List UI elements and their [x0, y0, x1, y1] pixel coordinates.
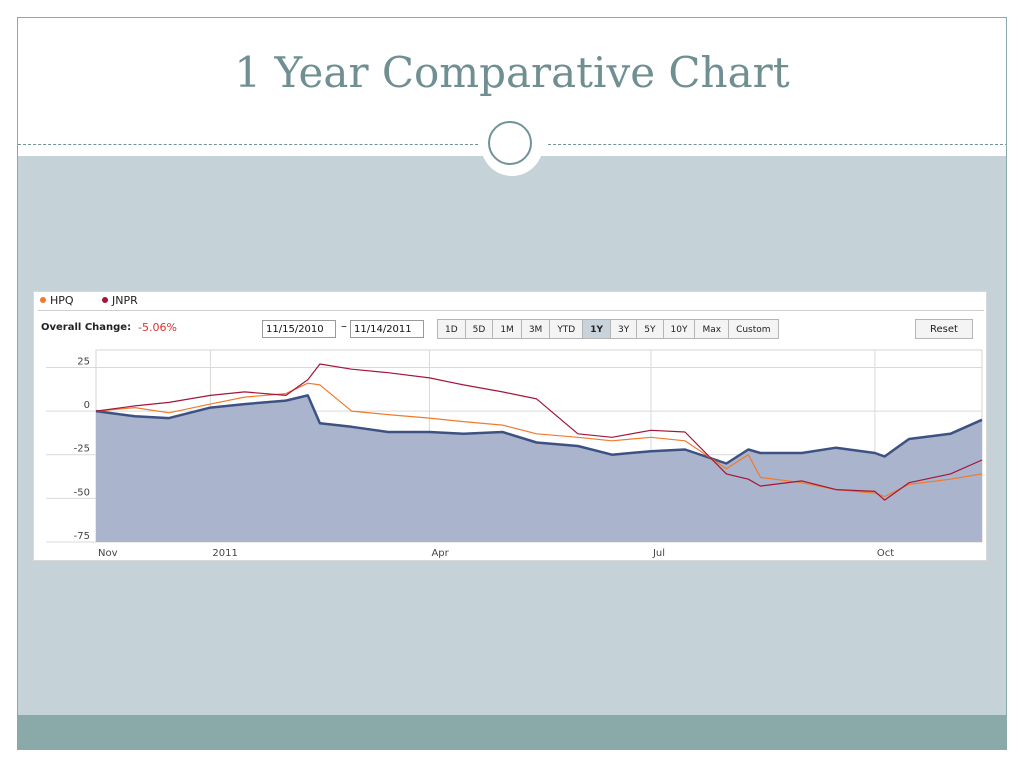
- y-tick-label: -75: [74, 531, 90, 542]
- y-tick-label: -25: [74, 444, 90, 455]
- legend-divider: [38, 310, 984, 311]
- series-line-base: [95, 394, 983, 465]
- title-divider-left: [18, 144, 478, 145]
- date-to-input[interactable]: 11/14/2011: [350, 320, 424, 338]
- series-line-hpq: [95, 382, 983, 498]
- x-tick-label: Oct: [877, 548, 894, 559]
- line-chart-plot: 25 0 -25 -50 -75 Nov 2011 Apr Jul Oct: [46, 349, 983, 559]
- divider-circle-ornament: [488, 121, 532, 165]
- x-tick-label: Nov: [98, 548, 118, 559]
- range-button-custom[interactable]: Custom: [728, 319, 779, 339]
- x-tick-label: 2011: [212, 548, 237, 559]
- overall-change-value: -5.06%: [138, 321, 177, 334]
- range-button-10y[interactable]: 10Y: [662, 319, 696, 339]
- legend-dot-hpq: [40, 297, 46, 303]
- overall-change-label: Overall Change:: [41, 322, 132, 333]
- series-area-fill: [96, 395, 982, 542]
- y-tick-label: -50: [74, 487, 90, 498]
- legend-dot-jnpr: [102, 297, 108, 303]
- comparative-chart-widget: HPQ JNPR Overall Change: -5.06% 11/15/20…: [33, 291, 987, 561]
- footer-band: [18, 715, 1006, 749]
- legend-item-jnpr[interactable]: JNPR: [102, 294, 138, 307]
- range-button-1d[interactable]: 1D: [437, 319, 466, 339]
- range-button-group: 1D 5D 1M 3M YTD 1Y 3Y 5Y 10Y Max Custom: [437, 319, 779, 339]
- x-tick-label: Apr: [431, 548, 449, 559]
- y-tick-label: 0: [84, 400, 90, 411]
- x-tick-label: Jul: [652, 548, 665, 559]
- title-divider-right: [548, 144, 1006, 145]
- range-button-ytd[interactable]: YTD: [549, 319, 584, 339]
- series-line-jnpr: [95, 363, 983, 501]
- date-from-input[interactable]: 11/15/2010: [262, 320, 336, 338]
- reset-button[interactable]: Reset: [915, 319, 973, 339]
- legend-label-jnpr: JNPR: [112, 294, 138, 307]
- legend-item-hpq[interactable]: HPQ: [40, 294, 74, 307]
- legend-label-hpq: HPQ: [50, 294, 74, 307]
- slide-title: 1 Year Comparative Chart: [234, 48, 790, 97]
- date-range-separator: –: [341, 319, 347, 333]
- y-tick-label: 25: [77, 356, 90, 367]
